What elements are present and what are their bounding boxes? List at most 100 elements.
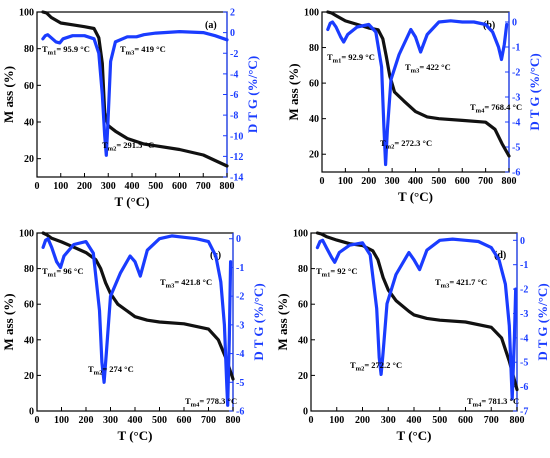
mass-series-line xyxy=(326,10,511,158)
y2-tick-label: 0 xyxy=(230,28,235,39)
y-tick-label: 20 xyxy=(24,154,34,165)
chart-panel: 0 100 200 300 400 500 600 700 800 0 20 40 60 80 100 -6 -… xyxy=(1,229,266,444)
y2-tick-label: -4 xyxy=(230,69,238,80)
y-tick-label: 40 xyxy=(309,114,319,125)
y-axis-label: M ass (%) xyxy=(275,293,290,350)
y2-tick-label: -6 xyxy=(236,407,244,418)
y2-axis-label: D T G (%/°C) xyxy=(251,283,266,360)
x-tick-label: 700 xyxy=(201,415,216,426)
x-tick-label: 100 xyxy=(53,181,68,192)
x-tick-label: 600 xyxy=(455,176,470,187)
y-tick-label: 60 xyxy=(298,300,308,311)
peak-temperature-annotation: Tm2= 274 °C xyxy=(88,364,134,377)
y2-tick-label: -1 xyxy=(512,43,520,54)
y2-tick-label: -5 xyxy=(520,358,528,369)
x-tick-label: 200 xyxy=(361,176,376,187)
x-tick-label: 500 xyxy=(148,181,163,192)
y-tick-label: 40 xyxy=(24,118,34,129)
y-tick-label: 20 xyxy=(24,371,34,382)
y2-tick-label: 0 xyxy=(512,18,517,29)
y2-tick-label: -6 xyxy=(520,382,528,393)
y-tick-label: 40 xyxy=(298,335,308,346)
y2-tick-label: -4 xyxy=(236,349,244,360)
y2-tick-label: -10 xyxy=(230,131,243,142)
x-tick-label: 600 xyxy=(458,415,473,426)
y-tick-label: 60 xyxy=(24,81,34,92)
chart-panel: 0 100 200 300 400 500 600 700 80020406080100-14-… xyxy=(1,8,260,210)
x-tick-label: 500 xyxy=(431,176,446,187)
y-tick-label: 60 xyxy=(309,79,319,90)
x-tick-label: 100 xyxy=(338,176,353,187)
x-tick-label: 400 xyxy=(125,181,140,192)
x-tick-label: 100 xyxy=(54,415,69,426)
y2-tick-label: -4 xyxy=(512,118,520,129)
dtg-series-line xyxy=(41,234,233,407)
peak-temperature-annotation: Tm3= 421.7 °C xyxy=(435,277,487,290)
y2-tick-label: -2 xyxy=(512,68,520,79)
y2-tick-label: -1 xyxy=(520,260,528,271)
dtg-series-line xyxy=(326,19,509,167)
y2-tick-label: -5 xyxy=(236,378,244,389)
x-tick-label: 300 xyxy=(381,415,396,426)
peak-temperature-annotation: Tm1= 92.9 °C xyxy=(327,52,375,65)
y-tick-label: 80 xyxy=(24,44,34,55)
y2-tick-label: -3 xyxy=(520,309,528,320)
y-tick-label: 80 xyxy=(298,264,308,275)
y2-tick-label: -8 xyxy=(230,111,238,122)
x-tick-label: 400 xyxy=(407,415,422,426)
peak-temperature-annotation: Tm4= 781.3 °C xyxy=(467,396,519,409)
panel-label: (d) xyxy=(494,250,506,261)
x-tick-label: 400 xyxy=(408,176,423,187)
y-axis-label: M ass (%) xyxy=(1,66,16,123)
y-tick-label: 20 xyxy=(298,371,308,382)
x-tick-label: 800 xyxy=(220,181,235,192)
panel-label: (a) xyxy=(205,20,217,31)
peak-temperature-annotation: Tm3= 419 °C xyxy=(120,44,166,57)
y2-tick-label: -1 xyxy=(236,263,244,274)
x-axis-label: T (°C) xyxy=(397,428,432,443)
x-tick-label: 0 xyxy=(320,176,325,187)
y-tick-label: 40 xyxy=(24,335,34,346)
x-tick-label: 700 xyxy=(484,415,499,426)
x-tick-label: 700 xyxy=(478,176,493,187)
y2-tick-label: -2 xyxy=(520,285,528,296)
peak-temperature-annotation: Tm1= 96 °C xyxy=(42,266,83,279)
y-tick-label: 0 xyxy=(303,407,308,418)
y-tick-label: 100 xyxy=(293,229,308,240)
x-tick-label: 300 xyxy=(385,176,400,187)
x-tick-label: 500 xyxy=(152,415,167,426)
mass-series-line xyxy=(315,231,519,392)
x-tick-label: 0 xyxy=(35,181,40,192)
y2-tick-label: -7 xyxy=(520,407,528,418)
peak-temperature-annotation: Tm4= 778.3 °C xyxy=(185,396,237,409)
peak-temperature-annotation: Tm2= 272.2 °C xyxy=(350,360,402,373)
x-tick-label: 400 xyxy=(128,415,143,426)
x-tick-label: 600 xyxy=(177,415,192,426)
x-tick-label: 700 xyxy=(196,181,211,192)
y2-tick-label: -4 xyxy=(520,333,528,344)
dtg-series-line xyxy=(41,30,229,157)
y-tick-label: 100 xyxy=(19,8,34,19)
y2-tick-label: -3 xyxy=(512,93,520,104)
y2-tick-label: -3 xyxy=(236,320,244,331)
x-tick-label: 800 xyxy=(510,415,525,426)
y-axis-label: M ass (%) xyxy=(286,63,301,120)
peak-temperature-annotation: Tm2= 272.3 °C xyxy=(380,138,432,151)
y2-tick-label: 2 xyxy=(230,8,235,19)
y-axis-label: M ass (%) xyxy=(1,293,16,350)
x-tick-label: 0 xyxy=(309,415,314,426)
chart-panel: 0 100 200 300 400 500 600 700 800 20 40 60 80 100 -6 -5… xyxy=(286,8,542,205)
x-tick-label: 200 xyxy=(77,181,92,192)
peak-temperature-annotation: Tm2= 291.5 °C xyxy=(102,140,154,153)
y2-tick-label: -12 xyxy=(230,152,243,163)
y-tick-label: 0 xyxy=(29,407,34,418)
y2-tick-label: -6 xyxy=(512,168,520,179)
x-tick-label: 100 xyxy=(329,415,344,426)
y2-axis-label: D T G (%/°C) xyxy=(535,283,550,360)
y2-tick-label: -2 xyxy=(230,49,238,60)
y-tick-label: 20 xyxy=(309,150,319,161)
chart-panel: 0 100 200 300 400 500 600 700 800 0 20 40 60 80 100 -7 -… xyxy=(275,229,550,444)
x-tick-label: 200 xyxy=(355,415,370,426)
y2-tick-label: -14 xyxy=(230,173,243,184)
